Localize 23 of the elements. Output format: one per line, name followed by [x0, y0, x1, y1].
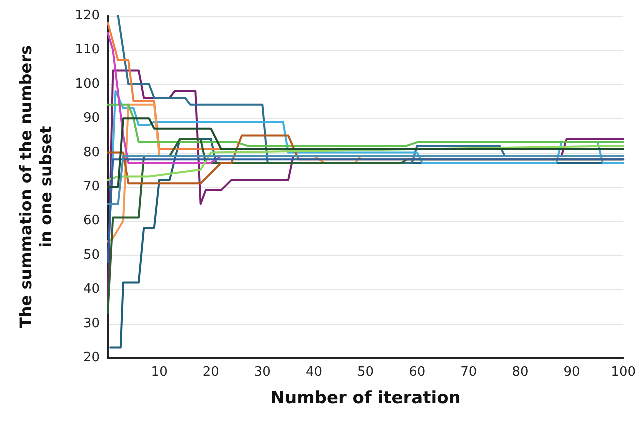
- y-tick-label: 60: [83, 214, 100, 229]
- x-tick-label: 30: [254, 365, 271, 380]
- y-tick-label: 100: [75, 76, 100, 92]
- y-axis-title: The summation of the numbers in one subset: [16, 45, 56, 329]
- y-tick-label: 30: [83, 316, 100, 332]
- y-tick-label: 80: [83, 145, 100, 160]
- x-tick-label: 20: [202, 365, 220, 380]
- y-tick-label: 110: [75, 42, 100, 58]
- x-tick-label: 50: [358, 365, 374, 380]
- x-tick-label: 40: [306, 365, 323, 380]
- x-tick-label: 10: [151, 365, 168, 380]
- y-tick-label: 90: [83, 111, 100, 126]
- x-axis-title: Number of iteration: [270, 388, 461, 408]
- y-tick-label: 70: [83, 180, 100, 194]
- x-tick-label: 90: [564, 365, 580, 380]
- x-tick-label: 80: [512, 365, 529, 380]
- x-tick-label: 100: [611, 365, 636, 380]
- x-tick-label: 60: [409, 365, 426, 380]
- x-tick-label: 70: [460, 365, 478, 380]
- y-tick-label: 120: [75, 8, 100, 24]
- y-tick-label: 50: [83, 248, 100, 263]
- y-tick-label: 20: [83, 350, 100, 366]
- y-tick-label: 40: [83, 282, 100, 298]
